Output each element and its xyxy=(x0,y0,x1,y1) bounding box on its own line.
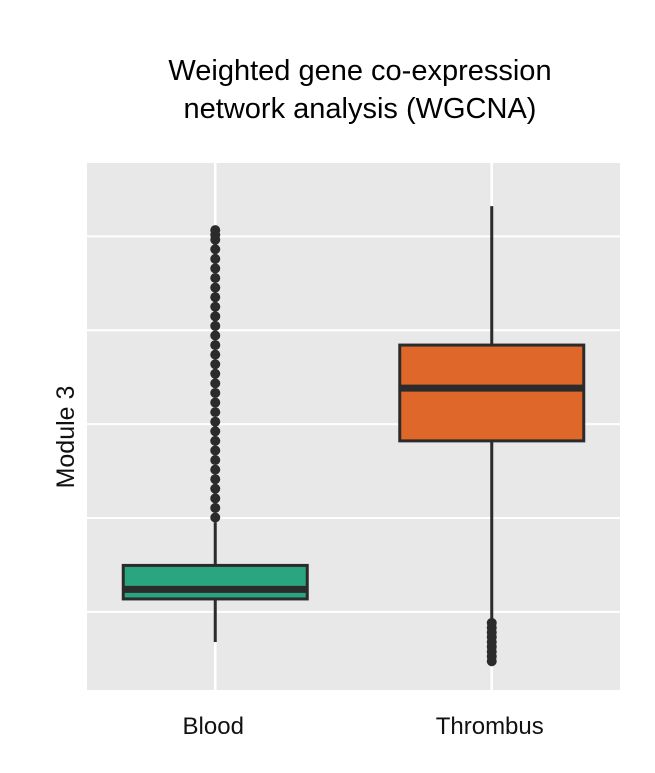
x-tick-label-thrombus: Thrombus xyxy=(436,713,544,740)
outlier-point xyxy=(210,301,221,312)
outlier-point xyxy=(210,349,221,360)
outlier-point xyxy=(210,263,221,274)
outlier-point xyxy=(210,512,221,523)
chart-title: Weighted gene co-expression network anal… xyxy=(0,52,655,128)
outlier-point xyxy=(210,416,221,427)
x-tick-label-blood: Blood xyxy=(183,713,244,740)
outlier-point xyxy=(210,244,221,255)
outlier-point xyxy=(210,483,221,494)
outlier-point xyxy=(210,253,221,264)
outlier-point xyxy=(210,407,221,418)
outlier-point xyxy=(210,273,221,284)
outlier-point xyxy=(210,493,221,504)
outlier-point xyxy=(210,368,221,379)
outlier-point xyxy=(210,387,221,398)
outlier-point xyxy=(210,474,221,485)
outlier-point xyxy=(486,617,497,628)
outlier-point xyxy=(210,502,221,513)
outlier-point xyxy=(210,426,221,437)
box-blood xyxy=(121,225,309,643)
outlier-point xyxy=(210,455,221,466)
chart-title-line-2: network analysis (WGCNA) xyxy=(183,93,537,125)
box-body xyxy=(121,563,309,601)
outlier-point xyxy=(210,445,221,456)
outlier-point xyxy=(210,359,221,370)
outlier-point xyxy=(210,320,221,331)
y-axis-label: Module 3 xyxy=(52,386,80,489)
outlier-point xyxy=(210,311,221,322)
chart-title-line-1: Weighted gene co-expression xyxy=(168,55,552,87)
x-tick-labels: Blood Thrombus xyxy=(183,713,544,740)
outlier-point xyxy=(210,378,221,389)
box-thrombus xyxy=(398,206,586,667)
outlier-point xyxy=(210,435,221,446)
outlier-point xyxy=(210,340,221,351)
outlier-point xyxy=(210,330,221,341)
box-body xyxy=(398,343,586,443)
boxes-layer xyxy=(121,206,586,667)
outlier-point xyxy=(210,229,221,240)
outlier-point xyxy=(210,397,221,408)
outlier-point xyxy=(210,282,221,293)
outlier-point xyxy=(210,292,221,303)
outlier-point xyxy=(210,464,221,475)
